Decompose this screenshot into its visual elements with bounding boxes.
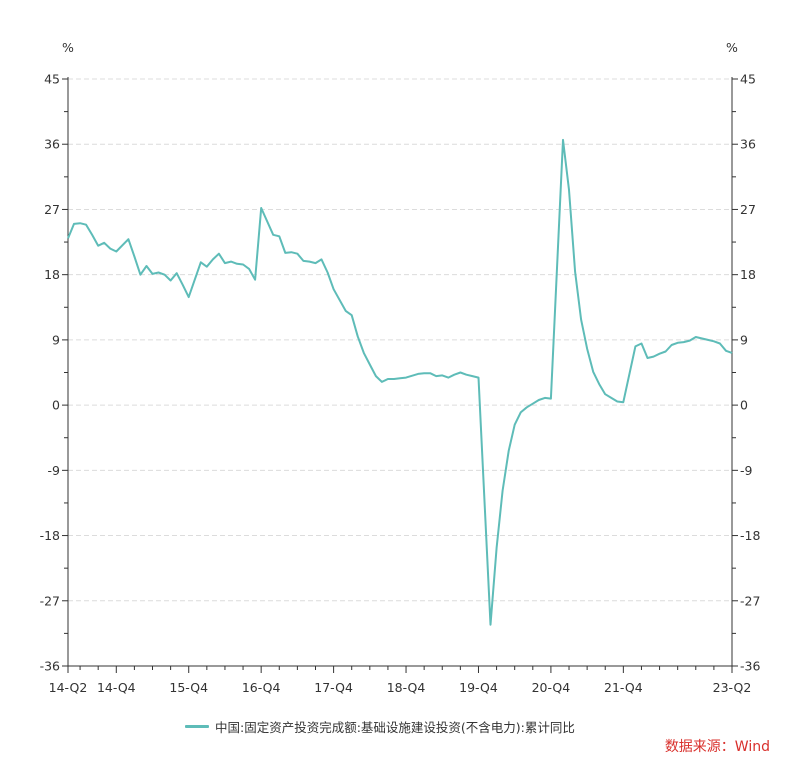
y-tick-label-left: 9 bbox=[52, 332, 60, 347]
y-tick-label-left: 45 bbox=[44, 72, 60, 87]
y-axis-left-unit: % bbox=[62, 40, 74, 55]
x-tick-label: 14-Q2 bbox=[49, 680, 88, 695]
x-tick-label: 23-Q2 bbox=[713, 680, 752, 695]
legend-label: 中国:固定资产投资完成额:基础设施建设投资(不含电力):累计同比 bbox=[215, 720, 575, 735]
y-tick-label-right: -36 bbox=[740, 659, 760, 674]
y-tick-label-right: 45 bbox=[740, 72, 756, 87]
x-tick-label: 17-Q4 bbox=[314, 680, 353, 695]
series-line bbox=[67, 138, 733, 626]
y-tick-label-right: 9 bbox=[740, 332, 748, 347]
y-tick-label-left: 27 bbox=[44, 202, 60, 217]
y-tick-label-left: -9 bbox=[48, 463, 61, 478]
y-tick-label-right: -18 bbox=[740, 528, 760, 543]
y-tick-label-right: 18 bbox=[740, 267, 756, 282]
x-tick-label: 18-Q4 bbox=[387, 680, 426, 695]
y-axis-left-labels: 45 36 27 18 9 0 -9 -18 -27 -36 bbox=[40, 72, 60, 674]
x-tick-label: 14-Q4 bbox=[97, 680, 136, 695]
axes bbox=[62, 77, 738, 673]
y-tick-label-right: -9 bbox=[740, 463, 753, 478]
legend-swatch-icon bbox=[185, 725, 209, 728]
x-tick-label: 21-Q4 bbox=[604, 680, 643, 695]
y-tick-label-left: -18 bbox=[40, 528, 60, 543]
x-tick-label: 16-Q4 bbox=[242, 680, 281, 695]
y-tick-label-left: -27 bbox=[40, 593, 60, 608]
gridlines bbox=[68, 78, 732, 602]
y-tick-label-left: 18 bbox=[44, 267, 60, 282]
y-axis-right-unit: % bbox=[726, 40, 738, 55]
y-tick-label-left: 36 bbox=[44, 137, 60, 152]
y-tick-label-right: 0 bbox=[740, 398, 748, 413]
x-tick-label: 15-Q4 bbox=[169, 680, 208, 695]
data-source-note: 数据来源：Wind bbox=[664, 739, 770, 755]
legend[interactable]: 中国:固定资产投资完成额:基础设施建设投资(不含电力):累计同比 bbox=[185, 717, 575, 736]
y-tick-label-right: -27 bbox=[740, 593, 760, 608]
x-axis-labels: 14-Q2 14-Q4 15-Q4 16-Q4 17-Q4 18-Q4 19-Q4 20-Q4… bbox=[49, 680, 752, 695]
y-tick-label-left: -36 bbox=[40, 659, 60, 674]
x-tick-label: 19-Q4 bbox=[459, 680, 498, 695]
x-tick-label: 20-Q4 bbox=[532, 680, 571, 695]
y-tick-label-right: 27 bbox=[740, 202, 756, 217]
y-tick-label-right: 36 bbox=[740, 137, 756, 152]
y-axis-right-labels: 45 36 27 18 9 0 -9 -18 -27 -36 bbox=[740, 72, 760, 674]
y-tick-label-left: 0 bbox=[52, 398, 60, 413]
